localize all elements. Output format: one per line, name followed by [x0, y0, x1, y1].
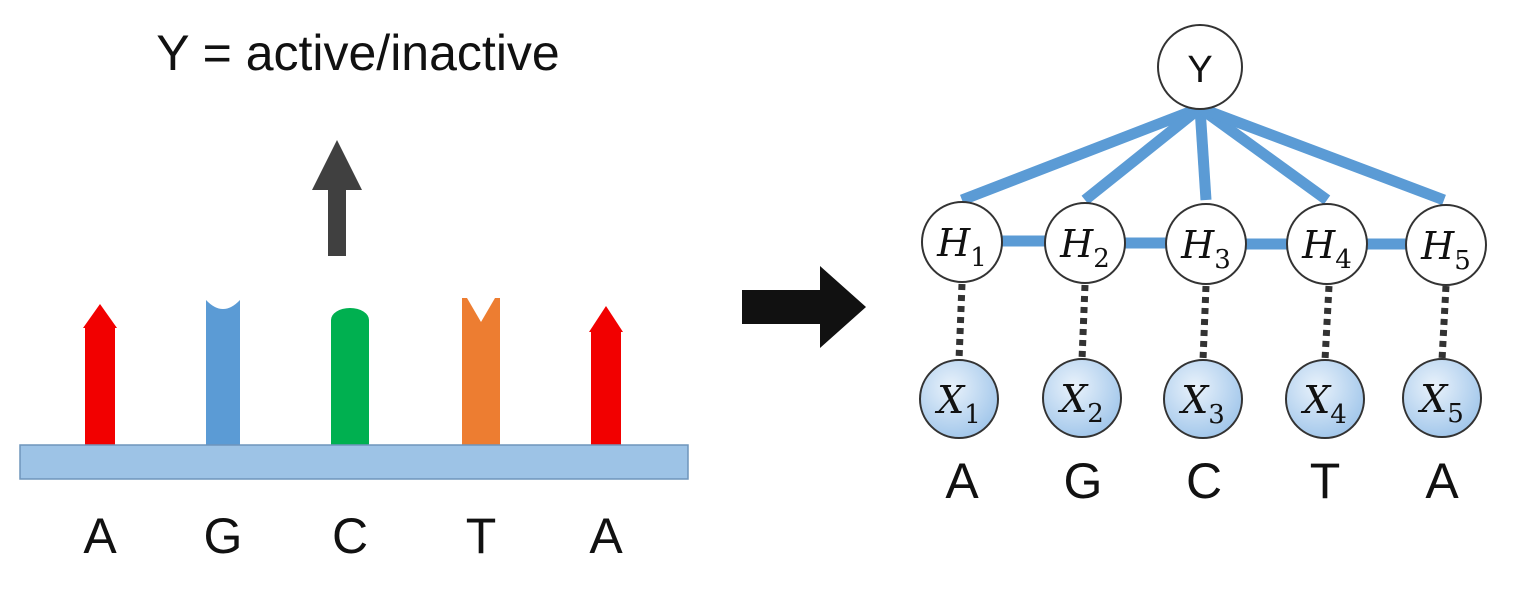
svg-text:H4: H4 [1301, 223, 1352, 275]
svg-text:H2: H2 [1059, 222, 1110, 274]
node-subscript: 1 [970, 243, 987, 273]
hidden-node: H5 [1405, 204, 1487, 286]
svg-text:H5: H5 [1420, 224, 1471, 276]
node-subscript: 5 [1447, 399, 1464, 429]
svg-text:X2: X2 [1057, 377, 1104, 429]
node-subscript: 5 [1454, 246, 1471, 276]
hidden-node: H4 [1286, 203, 1368, 285]
node-subscript: 1 [964, 400, 981, 430]
observed-node: X3 [1163, 359, 1243, 439]
observed-node: X1 [919, 359, 999, 439]
base-g-pillar [206, 300, 240, 446]
base-letter: G [204, 508, 243, 564]
node-label: X [934, 378, 966, 422]
svg-text:X5: X5 [1417, 377, 1464, 429]
node-subscript: 2 [1087, 399, 1104, 429]
base-letter: A [83, 508, 117, 564]
node-subscript: 3 [1208, 400, 1225, 430]
node-subscript: 4 [1330, 400, 1347, 430]
node-label: H [1420, 224, 1455, 268]
node-label: X [1057, 377, 1089, 421]
hidden-nodes: H1 H2 H3 H4 H5 [921, 201, 1487, 286]
base-letter: C [332, 508, 368, 564]
base-t-pillar [462, 298, 500, 446]
root-label: Y [1187, 49, 1212, 91]
root-node: Y [1157, 24, 1243, 110]
node-label: X [1300, 378, 1332, 422]
node-subscript: 3 [1214, 245, 1231, 275]
node-subscript: 2 [1093, 244, 1110, 274]
node-label: X [1178, 378, 1210, 422]
svg-text:X4: X4 [1300, 378, 1347, 430]
base-letter: A [589, 508, 623, 564]
transform-arrow-icon [742, 266, 866, 348]
left-base-letters: A G C T A [83, 508, 623, 564]
observed-nodes: X1 X2 X3 X4 X5 [919, 358, 1482, 439]
left-title: Y = active/inactive [156, 25, 559, 81]
hidden-node: H1 [921, 201, 1003, 283]
left-panel: Y = active/inactive A G C T [19, 25, 689, 564]
observed-node: X4 [1285, 359, 1365, 439]
hidden-node: H2 [1044, 202, 1126, 284]
emission-edges [955, 283, 1450, 361]
svg-text:X1: X1 [934, 378, 981, 430]
svg-text:X3: X3 [1178, 378, 1225, 430]
node-label: H [1180, 223, 1215, 267]
base-a1-pillar [83, 304, 117, 446]
base-c-pillar [331, 308, 369, 446]
sequence-letter: C [1186, 453, 1222, 509]
root-edges [960, 102, 1446, 206]
up-arrow-icon [312, 140, 362, 256]
chain-edges [1000, 235, 1406, 250]
observed-node: X5 [1402, 358, 1482, 438]
base-a2-pillar [589, 306, 623, 446]
node-label: H [1301, 223, 1336, 267]
hidden-node: H3 [1165, 203, 1247, 285]
sequence-letter: G [1064, 453, 1103, 509]
right-base-letters: A G C T A [945, 453, 1459, 509]
node-label: X [1417, 377, 1449, 421]
dna-backbone [19, 444, 689, 480]
sequence-letter: A [1425, 453, 1459, 509]
node-label: H [1059, 222, 1094, 266]
sequence-letter: T [1310, 453, 1341, 509]
svg-text:H3: H3 [1180, 223, 1231, 275]
svg-text:H1: H1 [936, 221, 987, 273]
right-panel: Y H1 H2 H3 H4 H5 [919, 24, 1487, 509]
node-subscript: 4 [1335, 245, 1352, 275]
node-label: H [936, 221, 971, 265]
observed-node: X2 [1042, 358, 1122, 438]
sequence-letter: A [945, 453, 979, 509]
base-letter: T [466, 508, 497, 564]
